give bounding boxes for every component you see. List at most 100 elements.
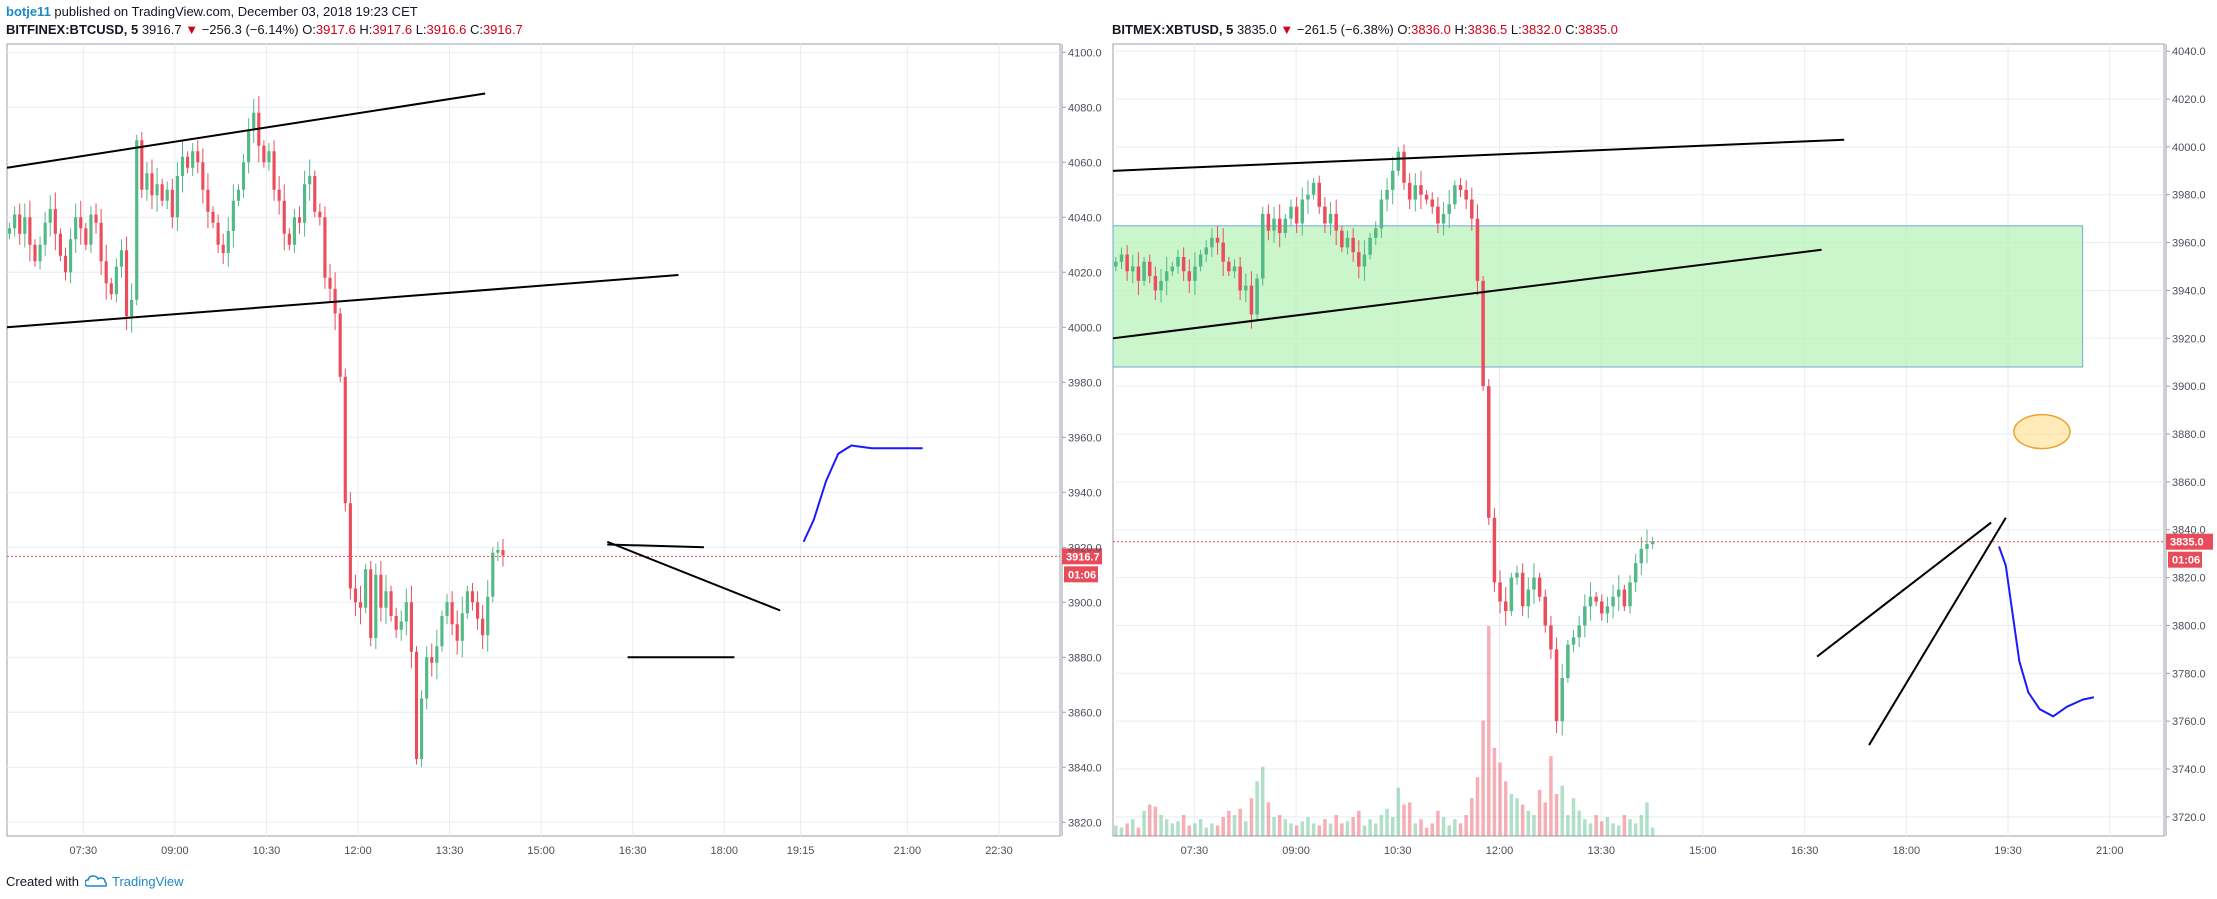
price-tick-label: 4060.0 bbox=[1068, 157, 1102, 169]
volume-bar bbox=[1560, 785, 1564, 836]
candle-body bbox=[63, 255, 68, 273]
tradingview-link[interactable]: TradingView bbox=[112, 874, 184, 889]
price-tick-label: 4080.0 bbox=[1068, 102, 1102, 114]
candle-body bbox=[252, 112, 256, 130]
volume-bar bbox=[1311, 823, 1316, 836]
candle-body bbox=[1554, 649, 1559, 722]
candle-body bbox=[369, 569, 373, 638]
plot-frame bbox=[1112, 43, 2165, 837]
candle-body bbox=[216, 222, 220, 245]
volume-bar bbox=[1119, 827, 1124, 836]
volume-bar bbox=[1543, 802, 1548, 836]
candle-body bbox=[1515, 572, 1519, 578]
right-open: 3836.0 bbox=[1411, 22, 1451, 37]
ellipse-marker bbox=[2013, 413, 2071, 450]
volume-bar bbox=[1509, 794, 1514, 836]
candle-body bbox=[130, 299, 134, 317]
right-close: 3835.0 bbox=[1578, 22, 1618, 37]
left-symbol-name: BITFINEX:BTCUSD bbox=[6, 22, 124, 37]
volume-bar bbox=[1407, 802, 1412, 836]
candle-body bbox=[1611, 596, 1615, 607]
volume-bar bbox=[1244, 821, 1248, 836]
candle-body bbox=[231, 200, 235, 231]
candle-body bbox=[140, 140, 144, 190]
candle-body bbox=[379, 574, 383, 608]
candle-body bbox=[440, 616, 444, 647]
candle-body bbox=[358, 602, 363, 608]
candle-body bbox=[69, 239, 73, 273]
candle-body bbox=[1571, 637, 1576, 645]
down-arrow-icon: ▼ bbox=[185, 22, 199, 37]
volume-bar bbox=[1232, 815, 1237, 836]
volume-bar bbox=[1600, 821, 1604, 836]
candle-body bbox=[1577, 625, 1581, 638]
time-tick-label: 22:30 bbox=[985, 845, 1013, 857]
right-high: 3836.5 bbox=[1467, 22, 1508, 37]
candle-body bbox=[1277, 218, 1282, 234]
volume-bar bbox=[1300, 821, 1305, 836]
price-tick-label: 3920.0 bbox=[2172, 333, 2206, 345]
volume-bar bbox=[1198, 819, 1203, 836]
candle-body bbox=[1509, 577, 1514, 612]
volume-bar bbox=[1419, 819, 1423, 836]
time-tick-label: 18:00 bbox=[1893, 845, 1921, 857]
price-tick-label: 4000.0 bbox=[2172, 142, 2206, 154]
candle-body bbox=[236, 189, 241, 201]
candle-body bbox=[1317, 182, 1321, 207]
candle-body bbox=[1311, 182, 1316, 195]
volume-bar bbox=[1142, 810, 1146, 836]
candle-body bbox=[135, 140, 139, 300]
candle-body bbox=[1447, 204, 1451, 214]
candle-body bbox=[1475, 218, 1480, 281]
candle-body bbox=[1255, 278, 1259, 315]
time-tick-label: 15:00 bbox=[1689, 845, 1717, 857]
volume-bar bbox=[1368, 819, 1372, 836]
candle-body bbox=[1340, 230, 1344, 248]
candle-body bbox=[1628, 582, 1632, 607]
candle-body bbox=[99, 222, 103, 262]
volume-bar bbox=[1131, 819, 1135, 836]
volume-bar bbox=[1193, 823, 1197, 836]
volume-bar bbox=[1136, 827, 1141, 836]
author-link[interactable]: botje11 bbox=[6, 4, 51, 19]
candle-body bbox=[206, 189, 210, 212]
tradingview-cloud-icon bbox=[84, 875, 107, 887]
candle-body bbox=[241, 162, 246, 190]
volume-bar bbox=[1373, 823, 1378, 836]
volume-bar bbox=[1385, 808, 1389, 836]
candle-body bbox=[1289, 206, 1293, 219]
candle-body bbox=[180, 156, 185, 176]
candle-body bbox=[1526, 589, 1531, 607]
right-interval: 5 bbox=[1226, 22, 1234, 37]
candle-body bbox=[445, 602, 449, 616]
volume-bar bbox=[1164, 819, 1169, 836]
candle-body bbox=[1198, 254, 1203, 267]
price-tag-bg bbox=[2166, 533, 2213, 550]
volume-bar bbox=[1294, 825, 1299, 836]
countdown-tag-bg bbox=[1064, 566, 1098, 583]
candle-body bbox=[1407, 182, 1412, 200]
candle-body bbox=[1294, 206, 1299, 224]
volume-bar bbox=[1159, 815, 1163, 836]
candle-body bbox=[1537, 577, 1542, 597]
candle-body bbox=[1650, 541, 1655, 545]
trendline-descending bbox=[606, 540, 781, 612]
price-tick-label: 4020.0 bbox=[2172, 94, 2206, 106]
time-tick-label: 21:00 bbox=[894, 845, 922, 857]
candle-body bbox=[1283, 218, 1288, 234]
candle-body bbox=[1430, 199, 1435, 207]
candle-body bbox=[491, 552, 495, 597]
volume-bar bbox=[1323, 819, 1327, 836]
price-tick-label: 3780.0 bbox=[2172, 668, 2206, 680]
price-tick-label: 4040.0 bbox=[1068, 212, 1102, 224]
volume-bar bbox=[1554, 794, 1559, 836]
candle-body bbox=[201, 162, 205, 190]
candle-body bbox=[1187, 271, 1192, 281]
candle-body bbox=[1131, 266, 1135, 272]
candle-body bbox=[175, 176, 179, 218]
volume-bar bbox=[1588, 823, 1593, 836]
volume-bar bbox=[1351, 817, 1355, 836]
candle-body bbox=[1125, 254, 1129, 272]
volume-bar bbox=[1362, 825, 1367, 836]
